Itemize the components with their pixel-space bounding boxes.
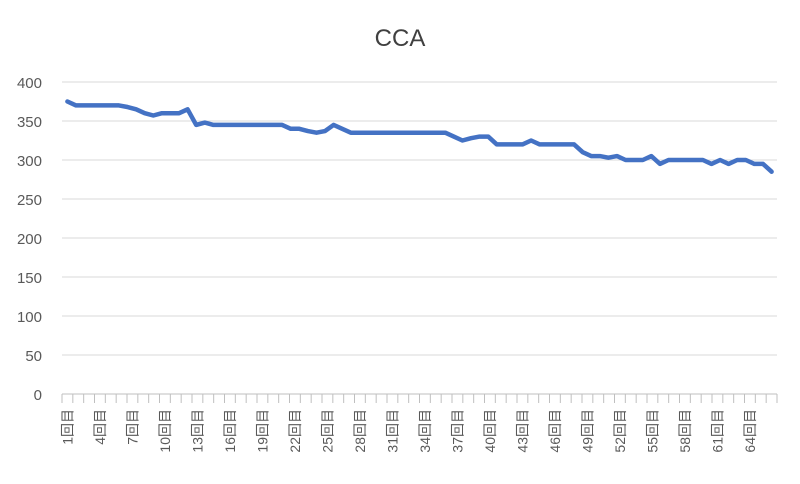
y-tick-label: 400 (17, 75, 42, 92)
x-tick-label: 40回目 (482, 409, 498, 453)
y-axis-ticks: 0 50 100 150 200 250 300 350 400 (17, 75, 42, 404)
x-tick-label: 4回目 (92, 409, 108, 445)
y-tick-label: 50 (25, 348, 42, 365)
x-tick-label: 58回目 (677, 409, 693, 453)
x-tick-label: 37回目 (449, 409, 465, 453)
x-tick-label: 28回目 (352, 409, 368, 453)
x-tick-label: 49回目 (579, 409, 595, 453)
x-tick-label: 25回目 (319, 409, 335, 453)
x-axis: 1回目 4回目 7回目 10回目 13回目 16回目 19回目 22回目 25回目 28回目 31回… (59, 393, 778, 453)
x-tick-label: 16回目 (222, 409, 238, 453)
x-tick-label: 52回目 (612, 409, 628, 453)
x-tick-label: 13回目 (189, 409, 205, 453)
y-tick-label: 100 (17, 309, 42, 326)
x-tick-label: 1回目 (59, 409, 75, 445)
gridlines (62, 81, 777, 356)
chart-title: CCA (375, 25, 426, 52)
x-tick-label: 46回目 (547, 409, 563, 453)
x-tick-label: 34回目 (417, 409, 433, 453)
y-tick-label: 0 (34, 387, 42, 404)
y-tick-label: 200 (17, 231, 42, 248)
y-tick-label: 300 (17, 153, 42, 170)
x-tick-label: 22回目 (287, 409, 303, 453)
y-tick-label: 350 (17, 114, 42, 131)
x-tick-label: 55回目 (644, 409, 660, 453)
x-tick-label: 64回目 (742, 409, 758, 453)
x-tick-label: 7回目 (124, 409, 140, 445)
y-tick-label: 150 (17, 270, 42, 287)
x-tick-label: 31回目 (384, 409, 400, 453)
series-layer (65, 99, 774, 174)
y-tick-label: 250 (17, 192, 42, 209)
x-tick-label: 19回目 (254, 409, 270, 453)
x-tick-label: 43回目 (514, 409, 530, 453)
series-line (65, 99, 774, 174)
x-tick-label: 61回目 (709, 409, 725, 453)
x-tick-label: 10回目 (157, 409, 173, 453)
